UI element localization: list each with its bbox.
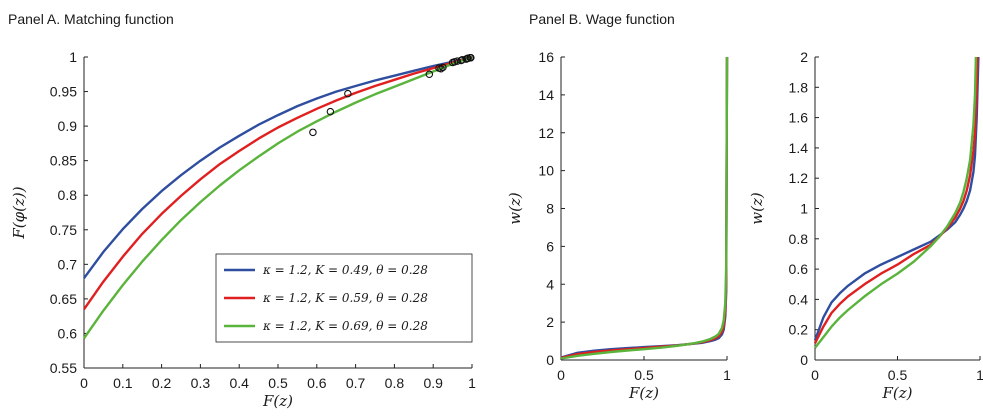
y-tick-label: 0 xyxy=(800,352,808,368)
y-axis-label: w(z) xyxy=(748,192,766,225)
x-tick-label: 0.8 xyxy=(385,375,405,391)
legend-box xyxy=(215,253,473,343)
y-tick-label: 6 xyxy=(546,238,554,254)
series-line-1 xyxy=(813,56,980,341)
x-tick-label: 0.7 xyxy=(346,375,366,391)
y-tick-label: 0.6 xyxy=(58,325,78,341)
y-tick-label: 1.2 xyxy=(789,170,809,186)
x-tick-label: 1 xyxy=(723,367,731,383)
y-tick-label: 16 xyxy=(538,49,554,65)
series-3-marker xyxy=(462,55,470,63)
y-tick-label: 0.75 xyxy=(50,222,77,238)
y-tick-label: 0.2 xyxy=(789,322,809,338)
series-3-marker xyxy=(437,64,445,73)
x-tick-label: 0.3 xyxy=(191,375,211,391)
series-line-3 xyxy=(560,56,729,360)
legend-label-k069: κ = 1.2, K = 0.69, θ = 0.28 xyxy=(262,319,428,333)
series-line-2 xyxy=(83,56,473,310)
y-tick-label: 0.9 xyxy=(58,118,78,134)
series-3-marker xyxy=(425,70,434,79)
series-line-2 xyxy=(560,56,729,360)
x-axis-label: F(z) xyxy=(881,384,912,402)
y-tick-label: 1.8 xyxy=(789,79,809,95)
series-3-marker xyxy=(466,53,474,62)
y-tick-label: 2 xyxy=(546,314,554,330)
y-tick-label: 0.95 xyxy=(50,84,77,100)
series-line-3 xyxy=(814,56,978,349)
y-tick-label: 1 xyxy=(69,49,77,65)
y-tick-label: 12 xyxy=(538,125,554,141)
y-axis-label: F(φ(z)) xyxy=(10,186,28,239)
x-tick-label: 0 xyxy=(80,375,88,391)
series-line-1 xyxy=(560,56,729,359)
series-2-marker xyxy=(448,58,457,67)
x-tick-label: 0.5 xyxy=(634,367,654,383)
panel-b-wage-chart-zoom: 0 0.5 1 0 0.2 0.4 0.6 0.8 1 1.2 1.4 1.6 1.8 2 F(z) w(z) xyxy=(748,49,983,402)
y-tick-label: 0.85 xyxy=(50,153,77,169)
y-tick-label: 0.65 xyxy=(50,291,77,307)
x-tick-label: 0.5 xyxy=(888,367,908,383)
panel-a-title: Panel A. Matching function xyxy=(8,11,174,27)
y-tick-label: 10 xyxy=(538,163,554,179)
x-axis-label: F(z) xyxy=(262,392,293,410)
x-tick-label: 0.1 xyxy=(113,375,133,391)
y-axis-label: w(z) xyxy=(506,192,524,225)
panel-b-title: Panel B. Wage function xyxy=(529,11,675,27)
y-tick-label: 0.8 xyxy=(789,231,809,247)
y-tick-label: 14 xyxy=(538,87,554,103)
series-line-3 xyxy=(83,56,473,339)
y-tick-label: 0.7 xyxy=(58,256,78,272)
y-tick-label: 0.4 xyxy=(789,291,809,307)
legend-label-k049: κ = 1.2, K = 0.49, θ = 0.28 xyxy=(262,263,428,277)
y-tick-label: 0.6 xyxy=(789,261,809,277)
panel-a-legend: κ = 1.2, K = 0.49, θ = 0.28 κ = 1.2, K =… xyxy=(215,253,473,343)
y-tick-label: 1.6 xyxy=(789,110,809,126)
y-tick-label: 4 xyxy=(546,276,554,292)
x-tick-label: 0.6 xyxy=(307,375,327,391)
x-tick-label: 1 xyxy=(976,367,983,383)
series-line-2 xyxy=(813,56,979,344)
y-tick-label: 1 xyxy=(800,201,808,217)
series-2-marker xyxy=(326,107,335,116)
x-tick-label: 1 xyxy=(468,375,476,391)
y-tick-label: 0.8 xyxy=(58,187,78,203)
legend-label-k059: κ = 1.2, K = 0.59, θ = 0.28 xyxy=(262,291,428,305)
x-tick-label: 0.2 xyxy=(152,375,172,391)
y-tick-label: 2 xyxy=(800,49,808,65)
series-3-marker xyxy=(309,128,317,137)
panel-a-matching-chart: 0 0.1 0.2 0.3 0.4 0.5 0.6 0.7 0.8 0.9 1 0.55 0.6 0.65… xyxy=(10,49,476,410)
y-tick-label: 8 xyxy=(546,201,554,217)
series-3-marker xyxy=(453,57,462,65)
x-axis-label: F(z) xyxy=(628,384,659,402)
y-tick-label: 0.55 xyxy=(50,360,77,376)
x-tick-label: 0.4 xyxy=(229,375,249,391)
series-1-marker xyxy=(344,89,352,98)
x-tick-label: 0.9 xyxy=(423,375,443,391)
y-tick-label: 0 xyxy=(546,352,554,368)
x-tick-label: 0 xyxy=(557,367,565,383)
x-tick-label: 0.5 xyxy=(268,375,288,391)
series-line-1 xyxy=(83,56,473,279)
series-1-marker xyxy=(439,63,447,72)
y-tick-label: 1.4 xyxy=(789,140,809,156)
x-tick-label: 0 xyxy=(811,367,819,383)
